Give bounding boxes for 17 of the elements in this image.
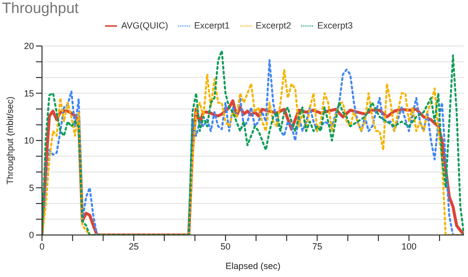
x-tick-label: 50 (220, 241, 230, 252)
legend-label: Excerpt3 (317, 20, 353, 30)
x-axis-title: Elapsed (sec) (225, 261, 281, 271)
x-tick-label: 100 (401, 241, 416, 252)
y-tick-label: 0 (28, 230, 34, 240)
y-axis-title: Throughput (mbit/sec) (5, 96, 16, 185)
y-tick-label: 20 (24, 41, 34, 52)
legend-label: Excerpt2 (256, 20, 292, 30)
x-tick-label: 75 (312, 241, 322, 252)
y-tick-label: 15 (24, 88, 34, 98)
legend-label: Excerpt1 (194, 20, 230, 30)
x-tick-label: 0 (39, 241, 45, 252)
legend-label: AVG(QUIC) (121, 20, 168, 30)
y-tick-label: 5 (28, 182, 34, 193)
y-tick-label: 10 (24, 136, 34, 146)
chart-title: Throughput (2, 0, 79, 17)
x-tick-label: 25 (128, 241, 139, 252)
